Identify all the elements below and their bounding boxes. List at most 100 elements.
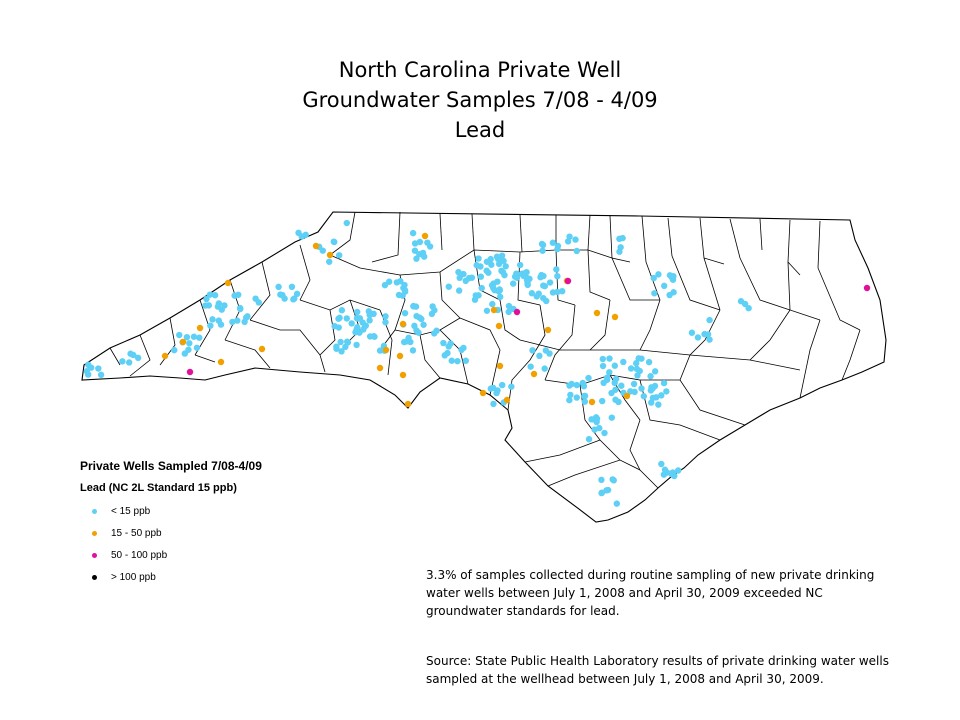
sample-dot-under-15 [456, 274, 463, 282]
sample-dot-under-15 [419, 249, 427, 257]
sample-dot-under-15 [130, 351, 137, 359]
sample-dot-under-15 [651, 382, 659, 390]
legend-label-over-100: > 100 ppb [111, 571, 156, 583]
legend-swatch-under-15 [92, 508, 97, 514]
county-line [249, 319, 321, 356]
sample-dot-under-15 [554, 245, 561, 253]
sample-dot-under-15 [343, 315, 350, 322]
sample-dot-under-15 [190, 333, 198, 340]
county-line [787, 219, 801, 276]
sample-dot-under-15 [585, 374, 592, 382]
county-line [671, 255, 721, 311]
sample-dot-under-15 [211, 291, 219, 299]
sample-dot-under-15 [598, 489, 605, 497]
county-line [749, 309, 791, 361]
county-line [587, 249, 611, 301]
sample-dot-under-15 [527, 363, 534, 370]
sample-dot-under-15 [573, 394, 580, 401]
sample-dot-50-100 [186, 368, 194, 376]
sample-dot-under-15 [426, 243, 434, 250]
sample-dot-under-15 [495, 260, 503, 268]
sample-dot-50-100 [513, 308, 521, 316]
sample-dot-under-15 [505, 308, 512, 316]
county-line [419, 334, 441, 379]
sample-dot-under-15 [393, 279, 401, 286]
sample-dot-under-15 [338, 348, 345, 355]
sample-dot-15-50 [623, 392, 631, 400]
sample-dot-under-15 [478, 284, 485, 292]
county-line [329, 211, 356, 256]
sample-dot-15-50 [396, 352, 404, 360]
source-note: Source: State Public Health Laboratory r… [426, 652, 896, 688]
sample-dot-under-15 [206, 291, 214, 298]
sample-dot-under-15 [335, 252, 343, 259]
county-line [547, 459, 641, 487]
sample-dot-under-15 [483, 307, 491, 314]
sample-dot-15-50 [479, 389, 487, 397]
sample-dot-under-15 [513, 270, 520, 277]
map-title: North Carolina Private Well Groundwater … [0, 55, 960, 145]
sample-dot-under-15 [409, 347, 417, 354]
sample-dot-15-50 [312, 242, 320, 250]
sample-dot-under-15 [650, 274, 657, 282]
sample-dot-under-15 [418, 315, 425, 323]
sample-dot-under-15 [403, 338, 410, 345]
sample-dot-under-15 [741, 300, 749, 308]
sample-dot-under-15 [670, 289, 677, 296]
sample-dot-under-15 [566, 396, 573, 404]
sample-dot-under-15 [382, 313, 389, 320]
sample-dot-under-15 [599, 397, 606, 405]
sample-dot-under-15 [399, 292, 406, 299]
sample-dot-under-15 [83, 368, 91, 375]
legend-swatch-50-100 [92, 552, 97, 558]
sample-dot-under-15 [440, 339, 447, 347]
sample-dot-under-15 [558, 287, 566, 295]
sample-dot-under-15 [645, 358, 653, 366]
sample-dot-under-15 [651, 290, 658, 297]
sample-dot-under-15 [591, 426, 598, 433]
map-title-line-3: Lead [454, 118, 506, 142]
sample-dot-under-15 [382, 319, 389, 326]
sample-dot-50-100 [863, 284, 871, 292]
legend-item-under-15: < 15 ppb [80, 500, 295, 522]
sample-dot-under-15 [613, 500, 621, 507]
sample-dot-under-15 [448, 357, 455, 364]
county-line [739, 257, 791, 311]
sample-dot-under-15 [493, 389, 500, 397]
county-line [371, 211, 401, 263]
legend: Private Wells Sampled 7/08-4/09 Lead (NC… [80, 458, 295, 588]
sample-dot-under-15 [460, 344, 467, 352]
sample-dot-under-15 [319, 247, 327, 254]
sample-dot-under-15 [207, 322, 214, 329]
sample-dot-under-15 [205, 302, 213, 309]
sample-dot-under-15 [585, 435, 593, 443]
sample-dot-under-15 [326, 258, 333, 265]
sample-dot-under-15 [370, 332, 378, 340]
legend-swatch-over-100 [92, 574, 97, 580]
sample-dot-under-15 [529, 347, 536, 354]
sample-dot-under-15 [401, 309, 409, 317]
sample-dot-under-15 [631, 388, 638, 396]
sample-dot-15-50 [495, 322, 503, 330]
sample-dot-under-15 [601, 429, 608, 437]
sample-dot-under-15 [494, 278, 501, 285]
sample-dot-15-50 [258, 345, 266, 353]
sample-dot-under-15 [441, 352, 448, 359]
county-line [459, 317, 501, 396]
sample-dot-under-15 [336, 314, 343, 322]
county-line [519, 214, 523, 253]
sample-dot-under-15 [445, 343, 452, 350]
sample-dot-under-15 [539, 247, 546, 254]
sample-dot-under-15 [429, 303, 436, 310]
sample-dot-15-50 [399, 320, 407, 328]
sample-dot-under-15 [540, 282, 547, 289]
sample-dot-under-15 [186, 340, 193, 347]
sample-dot-under-15 [462, 357, 470, 364]
county-line [841, 329, 861, 381]
sample-dot-under-15 [495, 288, 503, 295]
county-line [129, 334, 151, 377]
sample-dot-under-15 [171, 346, 178, 354]
county-line [439, 271, 461, 319]
sample-dot-under-15 [472, 292, 479, 299]
sample-dot-under-15 [535, 290, 542, 297]
